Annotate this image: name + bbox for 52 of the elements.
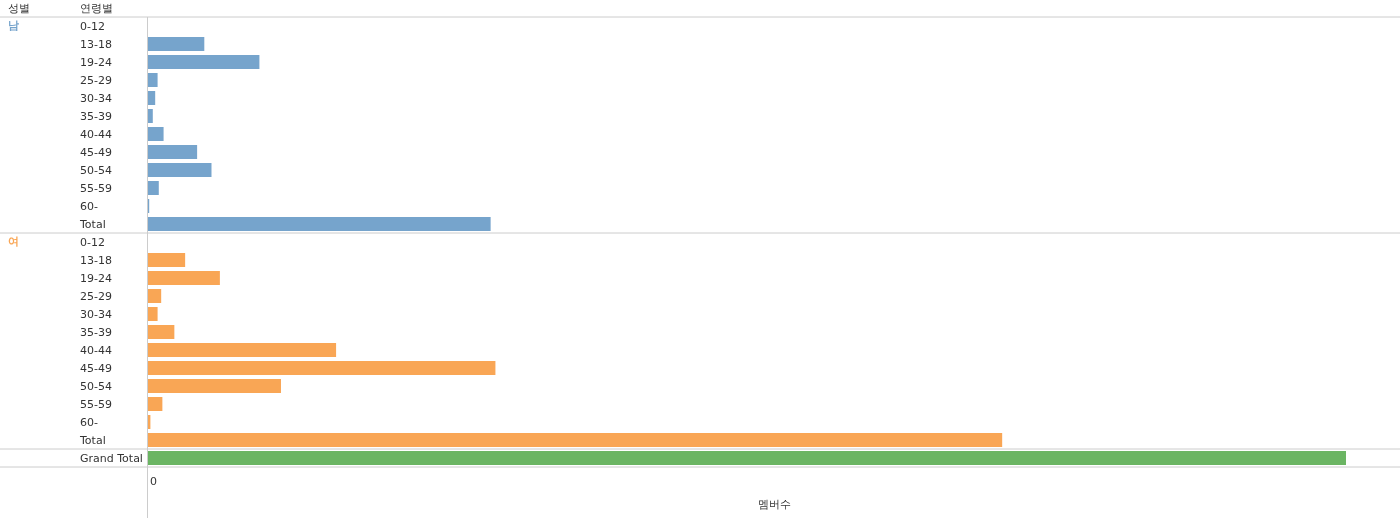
y-tick-label: 25-29 bbox=[80, 74, 112, 87]
y-tick-label: 13-18 bbox=[80, 254, 112, 267]
y-tick-label: 45-49 bbox=[80, 362, 112, 375]
text: 남 bbox=[8, 19, 19, 32]
y-axis-title: 연령별 bbox=[80, 2, 113, 15]
y-tick-label: 40-44 bbox=[80, 344, 112, 357]
y-tick-label: 30-34 bbox=[80, 92, 112, 105]
bar bbox=[148, 109, 153, 123]
bar bbox=[148, 325, 175, 339]
y-tick-label: 55-59 bbox=[80, 398, 112, 411]
text: 여 bbox=[8, 235, 19, 248]
y-tick-label: Total bbox=[79, 434, 106, 447]
y-tick-label: 25-29 bbox=[80, 290, 112, 303]
y-tick-label: Grand Total bbox=[80, 452, 143, 465]
bar bbox=[148, 343, 337, 357]
bar bbox=[148, 289, 162, 303]
y-tick-label: 35-39 bbox=[80, 110, 112, 123]
bar bbox=[148, 127, 164, 141]
y-tick-label: 19-24 bbox=[80, 56, 112, 69]
y-tick-label: 60- bbox=[80, 200, 98, 213]
bar bbox=[148, 163, 212, 177]
bar bbox=[148, 397, 163, 411]
y-tick-label: 30-34 bbox=[80, 308, 112, 321]
y-tick-label: Total bbox=[79, 218, 106, 231]
y-tick-label: 35-39 bbox=[80, 326, 112, 339]
bar bbox=[148, 55, 260, 69]
y-tick-label: 55-59 bbox=[80, 182, 112, 195]
bar bbox=[148, 37, 205, 51]
y-tick-label: 45-49 bbox=[80, 146, 112, 159]
bar bbox=[148, 307, 158, 321]
bar bbox=[148, 271, 220, 285]
bar bbox=[148, 91, 156, 105]
bar bbox=[148, 451, 1346, 465]
bar bbox=[148, 379, 281, 393]
text: 성별 bbox=[8, 2, 30, 15]
x-axis-title: 멤버수 bbox=[757, 498, 791, 511]
y-tick-label: 0-12 bbox=[80, 20, 105, 33]
y-tick-label: 19-24 bbox=[80, 272, 112, 285]
bar bbox=[148, 217, 491, 231]
bar bbox=[148, 433, 1003, 447]
y-tick-label: 13-18 bbox=[80, 38, 112, 51]
bar bbox=[148, 181, 159, 195]
text: 0 bbox=[150, 475, 157, 488]
bar bbox=[148, 145, 198, 159]
y-tick-label: 40-44 bbox=[80, 128, 112, 141]
bar bbox=[148, 253, 186, 267]
bar bbox=[148, 361, 496, 375]
y-tick-label: 50-54 bbox=[80, 164, 112, 177]
bar bbox=[148, 73, 158, 87]
y-tick-label: 60- bbox=[80, 416, 98, 429]
y-tick-label: 50-54 bbox=[80, 380, 112, 393]
y-tick-label: 0-12 bbox=[80, 236, 105, 249]
